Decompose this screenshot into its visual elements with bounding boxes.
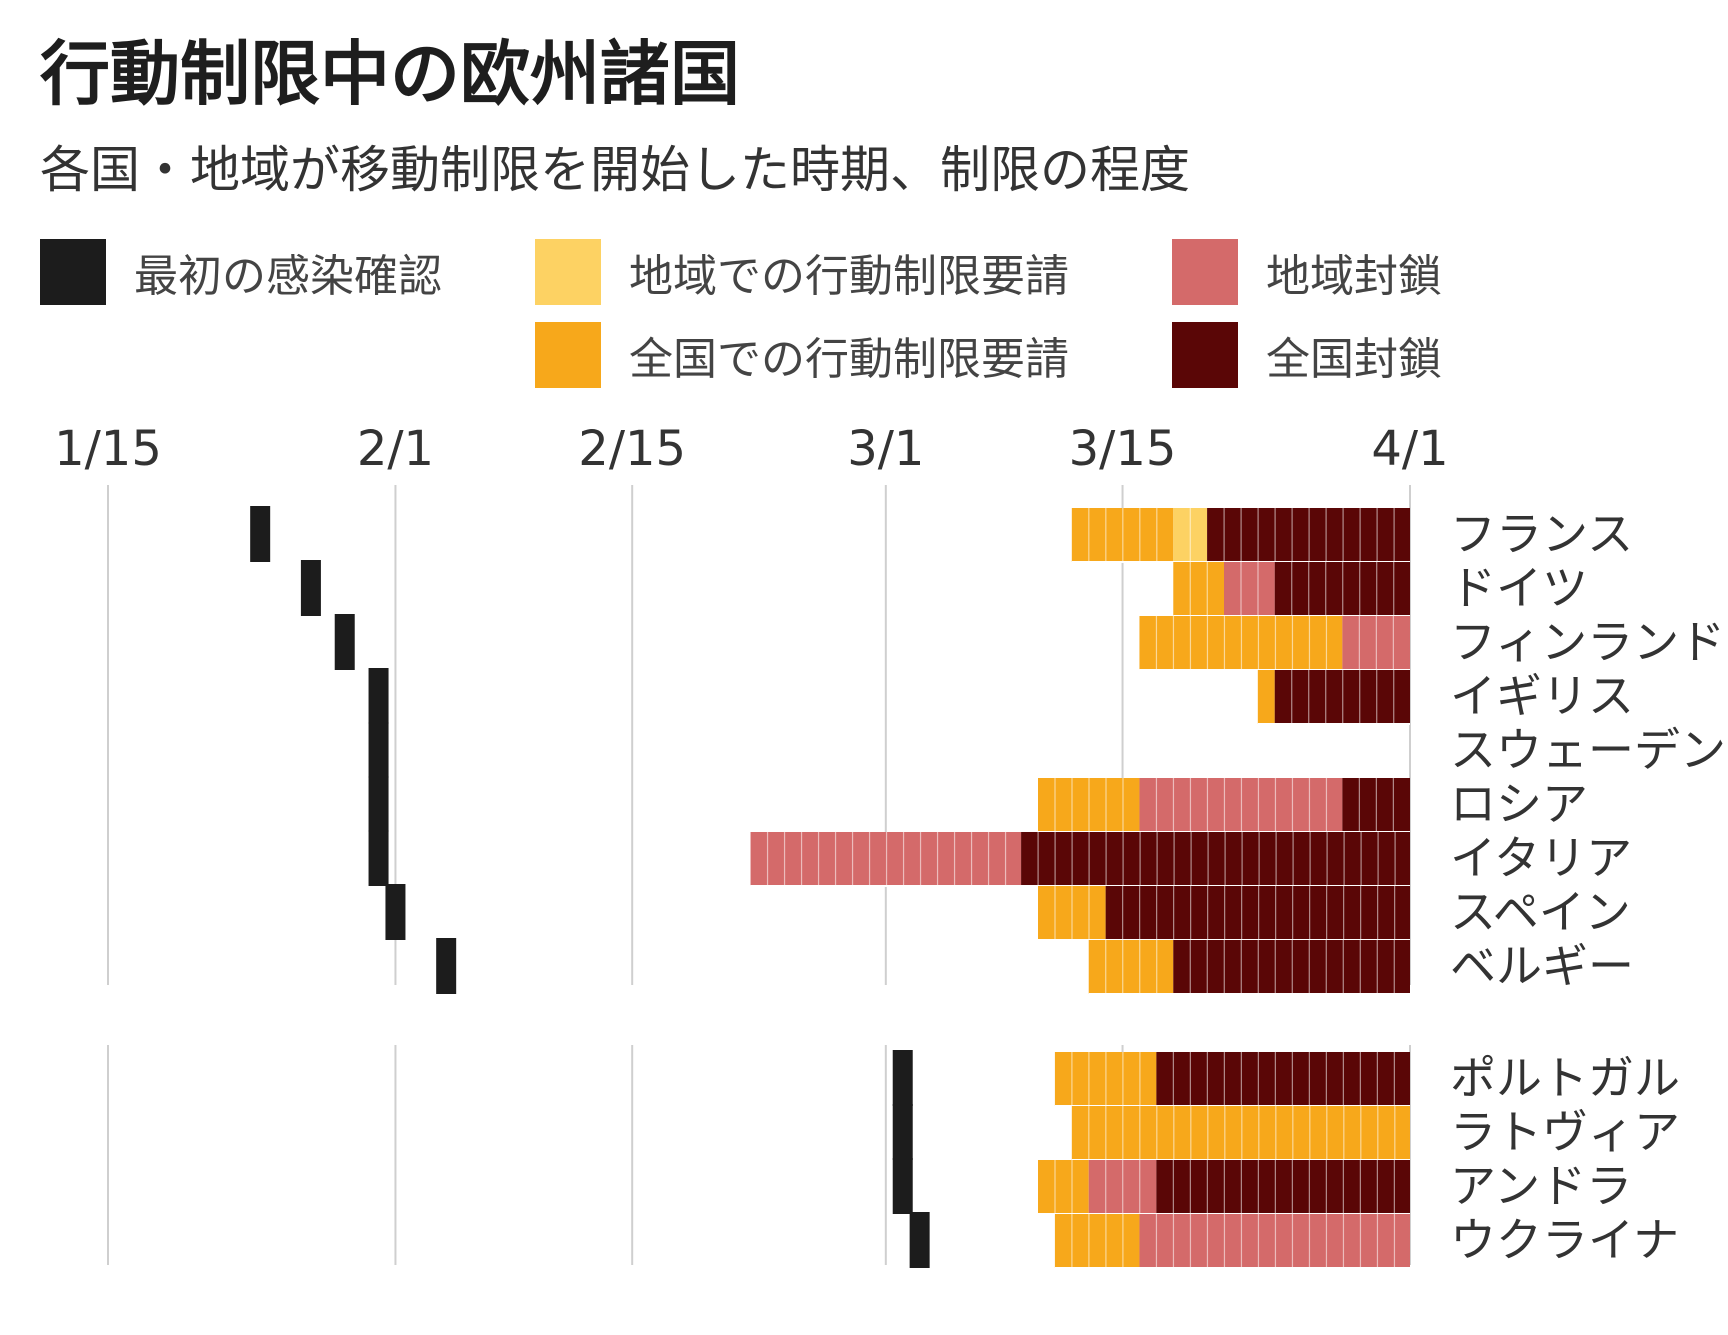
country-label: ベルギー <box>1450 939 1634 993</box>
legend-label-first-case: 最初の感染確認 <box>134 251 442 302</box>
bar-segment-national-lockdown <box>1156 1052 1410 1106</box>
first-case-marker <box>368 668 389 724</box>
bar-segment-national-request <box>1038 1160 1089 1214</box>
country-label: ポルトガル <box>1450 1051 1680 1105</box>
legend-swatch-regional-request <box>535 239 601 305</box>
x-tick-label: 1/15 <box>54 421 162 477</box>
bar-segment-national-lockdown <box>1156 1160 1410 1214</box>
bar-segment-national-request <box>1257 670 1275 724</box>
first-case-marker <box>334 614 355 670</box>
first-case-marker <box>368 722 389 778</box>
bar-segment-national-lockdown <box>1105 886 1410 940</box>
country-label: ウクライナ <box>1450 1213 1679 1267</box>
first-case-marker <box>300 560 321 616</box>
x-tick-label: 2/1 <box>357 421 434 477</box>
bar-segment-regional-lockdown <box>1139 1214 1410 1268</box>
legend-swatch-regional-lockdown <box>1172 239 1238 305</box>
country-label: ラトヴィア <box>1450 1105 1680 1159</box>
bar-segment-national-request <box>1054 1214 1140 1268</box>
legend-item-national-request: 全国での行動制限要請 <box>535 322 1069 388</box>
legend-item-national-lockdown: 全国封鎖 <box>1172 322 1442 388</box>
legend-swatch-national-request <box>535 322 601 388</box>
country-label: アンドラ <box>1450 1159 1632 1213</box>
bar-segment-national-request <box>1088 940 1174 994</box>
legend-item-regional-lockdown: 地域封鎖 <box>1172 239 1442 305</box>
legend-label-regional-lockdown: 地域封鎖 <box>1266 251 1442 302</box>
first-case-marker <box>892 1050 913 1106</box>
bar-segment-national-lockdown <box>1021 832 1410 886</box>
country-label: フィンランド <box>1450 615 1725 669</box>
x-tick-label: 2/15 <box>578 421 686 477</box>
country-label: ドイツ <box>1450 561 1588 615</box>
first-case-marker <box>892 1158 913 1214</box>
x-tick-label: 3/15 <box>1069 421 1177 477</box>
legend-item-regional-request: 地域での行動制限要請 <box>535 239 1069 305</box>
first-case-marker <box>368 776 389 832</box>
first-case-marker <box>250 506 271 562</box>
first-case-marker <box>909 1212 930 1268</box>
first-case-marker <box>892 1104 913 1160</box>
chart-title: 行動制限中の欧州諸国 <box>40 33 740 115</box>
country-label: スウェーデン <box>1450 723 1726 777</box>
bar-segment-regional-lockdown <box>750 832 1022 886</box>
bar-segment-national-lockdown <box>1173 940 1410 994</box>
first-case-marker <box>368 830 389 886</box>
bar-segment-regional-lockdown <box>1224 562 1275 616</box>
country-label: ロシア <box>1450 777 1588 831</box>
legend-swatch-national-lockdown <box>1172 322 1238 388</box>
legend-label-national-lockdown: 全国封鎖 <box>1266 334 1442 385</box>
legend-label-national-request: 全国での行動制限要請 <box>629 334 1069 385</box>
first-case-marker <box>436 938 457 994</box>
bar-segment-national-request <box>1071 1106 1410 1160</box>
chart-subtitle: 各国・地域が移動制限を開始した時期、制限の程度 <box>40 141 1190 199</box>
first-case-marker <box>385 884 406 940</box>
x-tick-label: 3/1 <box>847 421 924 477</box>
legend-item-first-case: 最初の感染確認 <box>40 239 442 305</box>
country-label: イタリア <box>1450 831 1632 885</box>
legend-label-regional-request: 地域での行動制限要請 <box>629 251 1069 302</box>
country-label: スペイン <box>1450 885 1631 939</box>
country-label: イギリス <box>1450 669 1634 723</box>
x-tick-label: 4/1 <box>1371 421 1448 477</box>
legend-swatch-first-case <box>40 239 106 305</box>
bar-segment-national-request <box>1173 562 1224 616</box>
country-label: フランス <box>1450 507 1633 561</box>
